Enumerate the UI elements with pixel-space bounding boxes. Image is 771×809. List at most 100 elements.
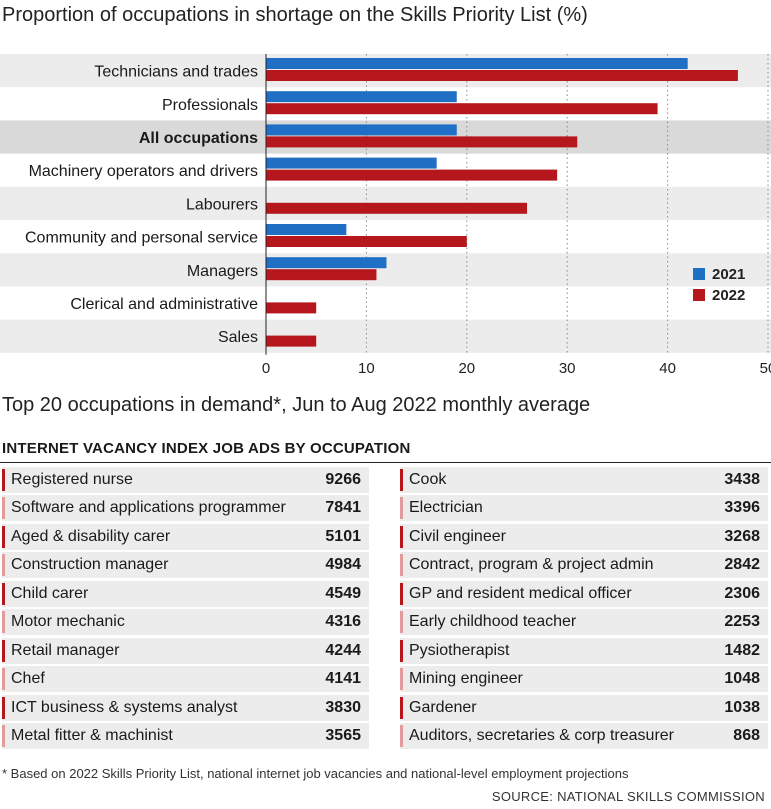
heading-rule bbox=[0, 462, 771, 463]
job-ads-value: 9266 bbox=[325, 471, 361, 488]
occupation-name: Aged & disability carer bbox=[11, 527, 171, 545]
category-label: Professionals bbox=[162, 97, 258, 114]
category-label: Machinery operators and drivers bbox=[29, 163, 258, 180]
bar-2021 bbox=[266, 58, 688, 69]
row-marker bbox=[2, 639, 5, 662]
row-marker bbox=[400, 525, 403, 548]
bar-2021 bbox=[266, 224, 347, 235]
x-tick-label: 10 bbox=[358, 360, 375, 376]
row-marker bbox=[400, 469, 403, 491]
occupation-name: Software and applications programmer bbox=[11, 499, 286, 517]
job-ads-value: 1482 bbox=[724, 641, 760, 659]
x-tick-label: 30 bbox=[559, 360, 576, 376]
occupation-name: Child carer bbox=[11, 584, 89, 602]
occupation-name: Mining engineer bbox=[409, 670, 523, 688]
occupation-name: Registered nurse bbox=[11, 471, 133, 488]
category-label: Clerical and administrative bbox=[70, 296, 258, 313]
occupation-name: Pysiotherapist bbox=[409, 641, 510, 659]
job-ads-value: 2306 bbox=[724, 584, 760, 602]
job-ads-value: 3438 bbox=[724, 471, 760, 488]
occupation-name: Retail manager bbox=[11, 641, 120, 659]
job-ads-value: 3268 bbox=[724, 527, 760, 545]
bar-2022 bbox=[266, 335, 317, 347]
legend-label-2021: 2021 bbox=[712, 266, 745, 283]
row-marker bbox=[2, 554, 5, 577]
table-row: Contract, program & project admin 2842 bbox=[400, 552, 768, 579]
source-note: SOURCE: NATIONAL SKILLS COMMISSION bbox=[491, 789, 765, 804]
row-marker bbox=[2, 696, 5, 719]
footnote: * Based on 2022 Skills Priority List, na… bbox=[2, 766, 629, 781]
job-ads-value: 868 bbox=[733, 726, 760, 744]
legend-label-2022: 2022 bbox=[712, 287, 745, 304]
occupation-name: Contract, program & project admin bbox=[409, 556, 654, 574]
bar-2021 bbox=[266, 257, 387, 269]
job-ads-value: 3565 bbox=[325, 726, 361, 744]
bar-2021 bbox=[266, 124, 457, 136]
job-ads-value: 2253 bbox=[724, 613, 760, 631]
table-row: Auditors, secretaries & corp treasurer 86… bbox=[400, 722, 768, 749]
occupation-name: Cook bbox=[409, 471, 447, 488]
job-ads-value: 1048 bbox=[724, 670, 760, 688]
occupation-name: Construction manager bbox=[11, 556, 169, 574]
table-row: Retail manager 4244 bbox=[2, 637, 369, 664]
occupation-name: Auditors, secretaries & corp treasurer bbox=[409, 726, 674, 744]
bar-2021 bbox=[266, 157, 437, 169]
bar-2022 bbox=[266, 302, 317, 314]
table-row: Metal fitter & machinist 3565 bbox=[2, 722, 369, 749]
occupation-name: Gardener bbox=[409, 698, 477, 716]
job-ads-value: 4244 bbox=[325, 641, 361, 659]
row-marker bbox=[400, 724, 403, 747]
bar-2022 bbox=[266, 236, 467, 247]
row-marker bbox=[2, 497, 5, 520]
occupation-name: Motor mechanic bbox=[11, 613, 125, 631]
occupation-name: Electrician bbox=[409, 499, 483, 517]
job-ads-value: 1038 bbox=[724, 698, 760, 716]
bar-2022 bbox=[266, 70, 738, 81]
bar-2022 bbox=[266, 103, 658, 115]
category-label: Community and personal service bbox=[25, 230, 258, 247]
category-label: Labourers bbox=[186, 196, 258, 213]
job-ads-value: 4316 bbox=[325, 613, 361, 631]
row-marker bbox=[400, 554, 403, 577]
x-tick-label: 50 bbox=[760, 360, 771, 376]
row-band bbox=[0, 319, 771, 353]
table-row: Software and applications programmer 7841 bbox=[2, 495, 369, 522]
category-label: All occupations bbox=[139, 130, 258, 147]
bar-2022 bbox=[266, 269, 377, 281]
occupation-name: Metal fitter & machinist bbox=[11, 726, 173, 744]
bar-chart: Technicians and trades Professionals All o… bbox=[0, 54, 771, 376]
job-ads-value: 3396 bbox=[724, 499, 760, 517]
job-ads-value: 4984 bbox=[325, 556, 361, 574]
occupations-right-column: Cook 3438 Electrician 3396 Civil engineer 326… bbox=[400, 467, 768, 751]
table-row: Aged & disability carer 5101 bbox=[2, 523, 369, 550]
table-row: ICT business & systems analyst 3830 bbox=[2, 694, 369, 721]
occupation-name: GP and resident medical officer bbox=[409, 584, 632, 602]
category-label: Sales bbox=[218, 329, 258, 346]
table-title: Top 20 occupations in demand*, Jun to Au… bbox=[2, 394, 591, 416]
row-marker bbox=[400, 668, 403, 691]
row-marker bbox=[400, 582, 403, 605]
job-ads-value: 7841 bbox=[325, 499, 361, 517]
table-heading: INTERNET VACANCY INDEX JOB ADS BY OCCUPA… bbox=[2, 440, 411, 457]
occupation-name: Civil engineer bbox=[409, 527, 506, 545]
row-marker bbox=[2, 525, 5, 548]
bar-2022 bbox=[266, 136, 578, 148]
bar-2022 bbox=[266, 169, 558, 181]
row-marker bbox=[2, 668, 5, 691]
legend-swatch-2022 bbox=[693, 289, 705, 301]
occupations-left-column: Registered nurse 9266 Software and applica… bbox=[2, 467, 369, 751]
table-row: Civil engineer 3268 bbox=[400, 523, 768, 550]
table-row: Registered nurse 9266 bbox=[2, 467, 369, 493]
row-marker bbox=[2, 611, 5, 634]
table-row: Cook 3438 bbox=[400, 467, 768, 493]
table-row: Electrician 3396 bbox=[400, 495, 768, 522]
row-marker bbox=[400, 639, 403, 662]
category-label: Technicians and trades bbox=[94, 64, 258, 81]
table-row: Child carer 4549 bbox=[2, 580, 369, 607]
x-tick-label: 0 bbox=[262, 360, 270, 376]
table-row: Chef 4141 bbox=[2, 666, 369, 693]
table-row: Motor mechanic 4316 bbox=[2, 609, 369, 636]
row-marker bbox=[2, 724, 5, 747]
job-ads-value: 4141 bbox=[325, 670, 361, 688]
occupation-name: Early childhood teacher bbox=[409, 613, 577, 631]
